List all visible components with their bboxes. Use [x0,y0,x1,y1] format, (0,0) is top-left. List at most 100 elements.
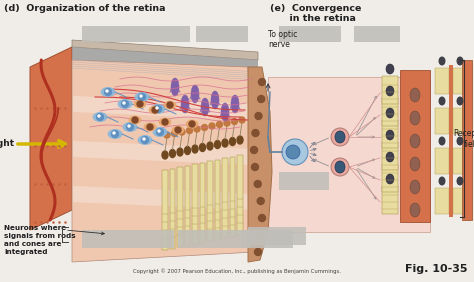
Ellipse shape [159,118,171,126]
Bar [435,188,449,214]
Ellipse shape [149,106,161,114]
Text: (d)  Organization of the retina: (d) Organization of the retina [4,4,165,13]
Ellipse shape [164,101,176,109]
Ellipse shape [456,177,464,186]
Ellipse shape [118,100,132,109]
Circle shape [158,130,160,132]
Polygon shape [215,160,220,239]
Polygon shape [207,161,213,241]
Ellipse shape [335,161,345,173]
Circle shape [143,138,145,140]
Circle shape [257,232,264,239]
Circle shape [331,158,349,176]
Ellipse shape [410,134,420,148]
Bar [435,108,449,134]
Ellipse shape [191,85,199,103]
Text: Fig. 10-35: Fig. 10-35 [405,264,468,274]
Circle shape [128,125,130,127]
Polygon shape [72,60,255,262]
Bar [279,26,341,42]
Bar [241,230,293,248]
Bar [82,26,190,42]
Circle shape [257,197,264,204]
Bar [382,142,398,170]
Text: Copyright © 2007 Pearson Education, Inc., publishing as Benjamin Cummings.: Copyright © 2007 Pearson Education, Inc.… [133,268,341,274]
Circle shape [255,248,262,255]
Bar [453,68,467,94]
Circle shape [231,118,237,124]
Ellipse shape [186,120,198,128]
Polygon shape [73,186,253,210]
Circle shape [142,136,148,144]
Circle shape [331,128,349,146]
Circle shape [209,123,215,129]
Ellipse shape [200,144,206,151]
Circle shape [97,113,103,120]
Bar [453,108,467,134]
Text: Neurons where
signals from rods
and cones are
integrated: Neurons where signals from rods and cone… [4,225,76,255]
Ellipse shape [456,56,464,65]
Bar [382,186,398,214]
Bar [196,26,248,42]
Ellipse shape [153,127,167,136]
Ellipse shape [335,131,345,143]
Circle shape [189,121,195,127]
Ellipse shape [123,122,137,131]
Bar [354,26,400,42]
Ellipse shape [134,100,146,108]
Ellipse shape [410,203,420,217]
Ellipse shape [184,147,191,155]
Polygon shape [72,40,258,60]
Bar [279,172,329,190]
Polygon shape [162,170,168,250]
Bar [435,68,449,94]
Ellipse shape [386,86,394,96]
Circle shape [258,96,264,102]
Ellipse shape [386,130,394,140]
Ellipse shape [456,96,464,105]
Circle shape [98,115,100,117]
Bar [467,65,471,217]
Circle shape [138,94,146,100]
Circle shape [121,100,128,107]
Bar [382,98,398,126]
Ellipse shape [215,140,220,149]
Polygon shape [72,47,258,72]
Polygon shape [248,67,272,262]
Circle shape [123,102,125,104]
Ellipse shape [93,113,107,122]
Ellipse shape [237,136,243,144]
Ellipse shape [386,108,394,118]
Bar [462,60,472,220]
Ellipse shape [101,87,115,96]
Ellipse shape [222,139,228,147]
Ellipse shape [438,96,446,105]
Ellipse shape [201,98,209,116]
Circle shape [282,139,308,165]
Bar [382,120,398,148]
Circle shape [155,105,162,113]
Ellipse shape [231,95,239,113]
Bar [382,164,398,192]
Ellipse shape [138,135,152,144]
Bar [453,188,467,214]
Ellipse shape [211,91,219,109]
Text: Light: Light [0,140,14,149]
Ellipse shape [410,180,420,194]
Circle shape [175,127,181,133]
Ellipse shape [221,103,229,121]
Ellipse shape [177,148,183,156]
Bar [382,76,398,104]
Ellipse shape [108,129,122,138]
Bar [453,148,467,174]
Circle shape [167,102,173,108]
Bar [248,227,306,245]
Ellipse shape [170,149,175,158]
Circle shape [172,131,177,136]
Polygon shape [30,47,72,230]
Polygon shape [170,169,175,248]
Polygon shape [73,141,253,165]
Polygon shape [177,167,183,247]
Circle shape [147,124,153,130]
Polygon shape [268,77,430,232]
